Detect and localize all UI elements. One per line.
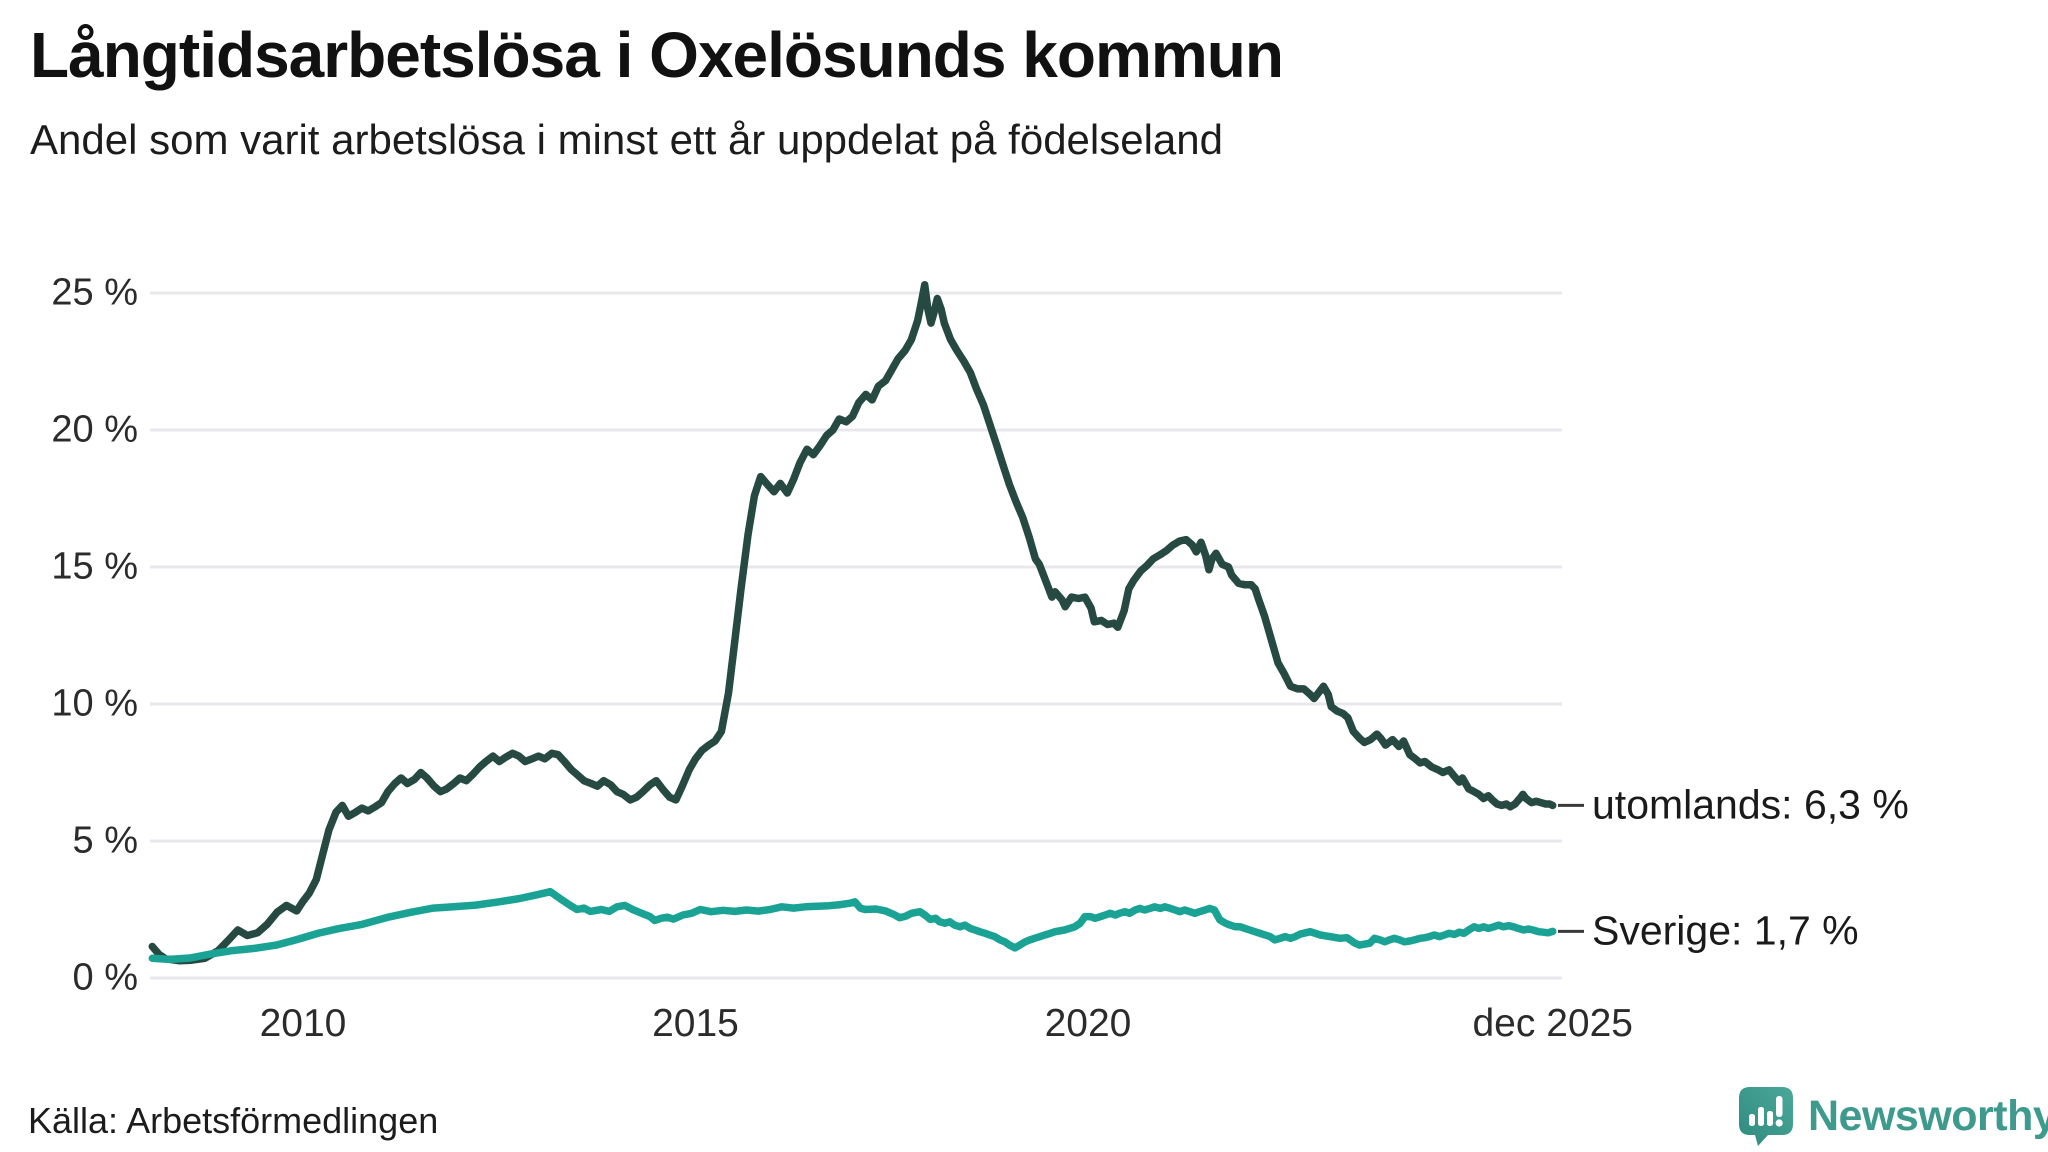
series-end-label-utomlands: utomlands: 6,3 % bbox=[1592, 781, 1909, 828]
y-tick-label-10: 10 % bbox=[51, 682, 138, 725]
y-tick-label-15: 15 % bbox=[51, 545, 138, 588]
page-title: Långtidsarbetslösa i Oxelösunds kommun bbox=[30, 19, 1284, 91]
y-tick-label-20: 20 % bbox=[51, 408, 138, 451]
newsworthy-chart-bubble-icon bbox=[1739, 1087, 1793, 1146]
x-tick-label-dec-2025: dec 2025 bbox=[1472, 1002, 1633, 1045]
brand-logo: Newsworthy bbox=[1738, 1086, 2048, 1146]
source-note: Källa: Arbetsförmedlingen bbox=[28, 1100, 439, 1141]
y-tick-label-0: 0 % bbox=[72, 956, 138, 999]
series-lines bbox=[148, 281, 1557, 965]
series-line-Sverige bbox=[148, 887, 1557, 964]
x-tick-label-2010: 2010 bbox=[259, 1002, 347, 1045]
y-tick-label-5: 5 % bbox=[72, 819, 138, 862]
series-end-ticks bbox=[1558, 803, 1584, 933]
series-line-utomlands bbox=[148, 281, 1557, 965]
x-tick-label-2020: 2020 bbox=[1044, 1002, 1132, 1045]
x-tick-label-2015: 2015 bbox=[652, 1002, 739, 1045]
page-subtitle: Andel som varit arbetslösa i minst ett å… bbox=[30, 116, 1224, 163]
gridlines bbox=[150, 291, 1562, 980]
series-end-label-Sverige: Sverige: 1,7 % bbox=[1592, 907, 1859, 954]
brand-name: Newsworthy bbox=[1808, 1091, 2048, 1140]
y-tick-label-25: 25 % bbox=[51, 271, 138, 314]
